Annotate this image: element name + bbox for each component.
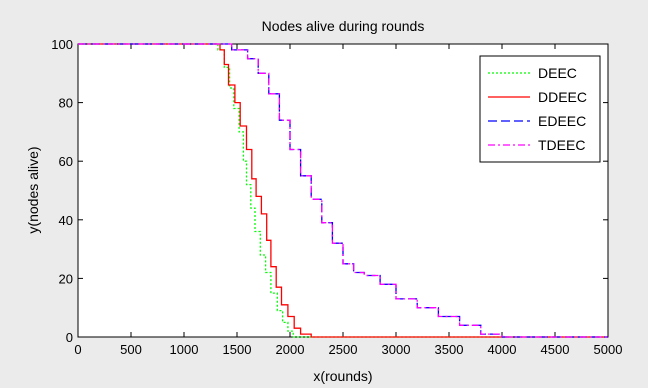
y-tick-label: 100 [51,37,73,52]
y-tick-label: 0 [66,330,73,345]
x-tick-label: 1000 [170,342,199,357]
x-tick-label: 1500 [223,342,252,357]
legend-label: TDEEC [538,137,585,153]
series-lines [78,43,608,338]
legend-box [479,55,601,163]
y-tick-label: 20 [59,271,73,286]
legend-label: DEEC [538,65,577,81]
x-tick-label: 2500 [329,342,358,357]
x-tick-label: 5000 [594,342,623,357]
axis-ticks: 0 500 1000 1500 2000 2500 3000 3500 4000 4500 5000… [51,37,622,357]
x-tick-label: 0 [74,342,81,357]
x-tick-label: 4000 [488,342,517,357]
legend-label: EDEEC [538,113,586,129]
x-tick-label: 2000 [276,342,305,357]
y-tick-label: 40 [59,213,73,228]
x-tick-label: 3000 [382,342,411,357]
series-line-tdeec [78,43,608,338]
y-axis-label: y(nodes alive) [25,146,41,233]
y-tick-label: 80 [59,96,73,111]
y-tick-label: 60 [59,154,73,169]
x-tick-label: 3500 [435,342,464,357]
legend: DEEC DDEEC EDEEC TDEEC [479,55,601,163]
chart-title: Nodes alive during rounds [262,18,425,34]
x-tick-label: 500 [120,342,142,357]
x-axis-label: x(rounds) [313,368,372,384]
x-tick-label: 4500 [541,342,570,357]
legend-label: DDEEC [538,89,587,105]
series-line-deec [78,43,608,338]
series-line-ddeec [78,43,608,338]
